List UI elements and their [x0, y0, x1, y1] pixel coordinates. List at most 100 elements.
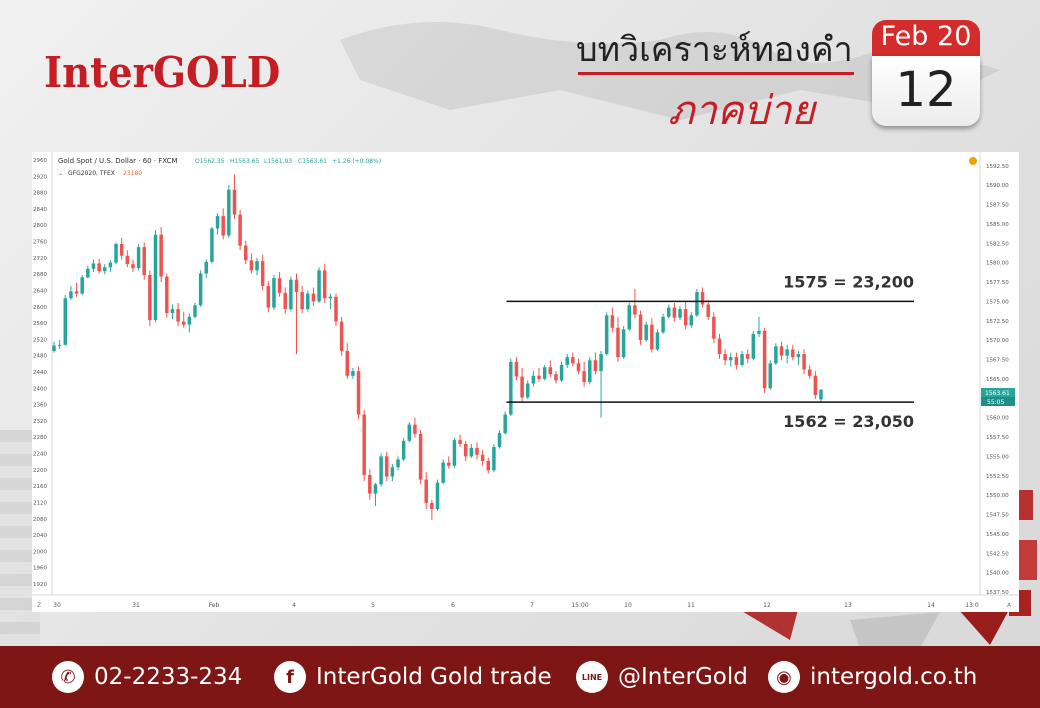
right-tick-label: 1542.50 — [986, 551, 1009, 557]
last-price-tag — [981, 388, 1015, 397]
candle-body — [413, 424, 417, 434]
candle-body — [774, 346, 778, 364]
time-tick-label: 6 — [451, 602, 455, 609]
right-tick-label: 1575.00 — [986, 299, 1009, 305]
candle-body — [729, 357, 733, 361]
candle-body — [283, 292, 287, 310]
candle-body — [322, 270, 327, 299]
candle-body — [717, 338, 722, 355]
auto-scale-button[interactable]: A — [1007, 602, 1012, 609]
line-contact[interactable]: LINE @InterGold — [576, 646, 748, 708]
time-axis: 30 31 Feb 4 5 6 7 15:00 10 11 12 13 14 13:0 — [53, 602, 979, 609]
time-tick-label: 13 — [844, 602, 852, 609]
website-contact[interactable]: ◉ intergold.co.th — [768, 646, 977, 708]
ohlc-high: H1563.65 — [230, 158, 260, 165]
left-tick-label: 2920 — [33, 174, 47, 180]
candle-body — [407, 424, 412, 441]
candle-body — [289, 279, 293, 310]
candle-body — [689, 315, 694, 326]
phone-contact[interactable]: ✆ 02-2233-234 — [52, 646, 242, 708]
candle-body — [452, 440, 457, 466]
facebook-contact[interactable]: f InterGold Gold trade — [274, 646, 552, 708]
candle-body — [819, 389, 823, 400]
candle-body — [356, 371, 361, 415]
time-tick-label: 5 — [371, 602, 375, 609]
candle-body — [97, 263, 101, 272]
candle-body — [193, 305, 197, 317]
candle-body — [131, 264, 135, 269]
left-tick-label: 2400 — [33, 386, 47, 392]
candle-body — [548, 367, 553, 375]
right-tick-label: 1557.50 — [986, 435, 1009, 441]
candle-body — [734, 357, 739, 365]
candle-body — [480, 454, 485, 462]
time-tick-label: Feb — [209, 602, 220, 609]
candle-body — [170, 309, 175, 313]
calendar-day: 12 — [872, 56, 980, 126]
time-tick-label: 11 — [687, 602, 695, 609]
price-chart[interactable]: 2960 2920 2880 2840 2800 2760 2720 2680 2640 2600… — [32, 152, 1019, 612]
candle-body — [379, 456, 383, 485]
candle-body — [441, 462, 445, 483]
candle-body — [593, 360, 598, 372]
right-tick-label: 1555.00 — [986, 454, 1009, 460]
zoom-icon[interactable]: Z — [37, 602, 41, 609]
candle-body — [69, 291, 73, 299]
facebook-icon: f — [274, 661, 306, 693]
candle-body — [204, 261, 209, 274]
time-tick-label: 31 — [132, 602, 140, 609]
contact-footer: ✆ 02-2233-234 f InterGold Gold trade LIN… — [0, 646, 1040, 708]
candle-body — [86, 268, 90, 278]
candle-body — [430, 502, 434, 510]
candle-body — [148, 275, 152, 320]
candle-body — [458, 440, 462, 444]
candle-body — [255, 261, 259, 271]
candle-body — [644, 324, 648, 341]
left-tick-label: 2880 — [33, 191, 47, 197]
candle-body — [751, 333, 756, 359]
candle-body — [153, 234, 158, 320]
right-tick-label: 1545.00 — [986, 532, 1009, 538]
candle-body — [125, 255, 130, 265]
collapse-chevron-icon[interactable]: ⌄ — [58, 170, 63, 177]
candle-body — [475, 447, 479, 455]
left-tick-label: 2840 — [33, 207, 47, 213]
candle-body — [74, 291, 79, 294]
candle-body — [655, 332, 660, 350]
candle-body — [785, 349, 789, 356]
left-tick-label: 2640 — [33, 288, 47, 294]
right-tick-label: 1552.50 — [986, 474, 1009, 480]
candle-body — [791, 349, 795, 358]
left-axis: 2960 2920 2880 2840 2800 2760 2720 2680 2640 2600… — [33, 158, 47, 588]
candle-body — [514, 361, 519, 377]
left-tick-label: 2240 — [33, 452, 47, 458]
candle-body — [796, 354, 801, 358]
candle-body — [757, 330, 761, 334]
candle-body — [215, 216, 220, 229]
candle-body — [159, 234, 163, 277]
right-tick-label: 1570.00 — [986, 338, 1009, 344]
candle-body — [119, 244, 124, 256]
level-label: 1575 = 23,200 — [783, 272, 914, 291]
candle-body — [63, 298, 68, 345]
left-tick-label: 2000 — [33, 549, 47, 555]
candle-body — [576, 363, 581, 372]
left-tick-label: 2480 — [33, 354, 47, 360]
candle-body — [604, 315, 609, 355]
right-tick-label: 1585.00 — [986, 222, 1009, 228]
left-tick-label: 2080 — [33, 517, 47, 523]
last-price: 1563.61 — [985, 390, 1010, 397]
alert-icon[interactable] — [969, 157, 977, 165]
candle-body — [813, 375, 818, 396]
analysis-title: บทวิเคราะห์ทองคำ — [576, 30, 853, 70]
candle-body — [700, 292, 705, 305]
candle-body — [424, 479, 428, 503]
candle-body — [238, 214, 242, 246]
left-tick-label: 2440 — [33, 370, 47, 376]
candle-body — [272, 278, 276, 308]
candle-body — [525, 383, 530, 398]
candle-body — [311, 293, 316, 302]
candle-body — [486, 461, 491, 471]
right-tick-label: 1582.50 — [986, 241, 1009, 247]
candle-body — [559, 364, 564, 381]
